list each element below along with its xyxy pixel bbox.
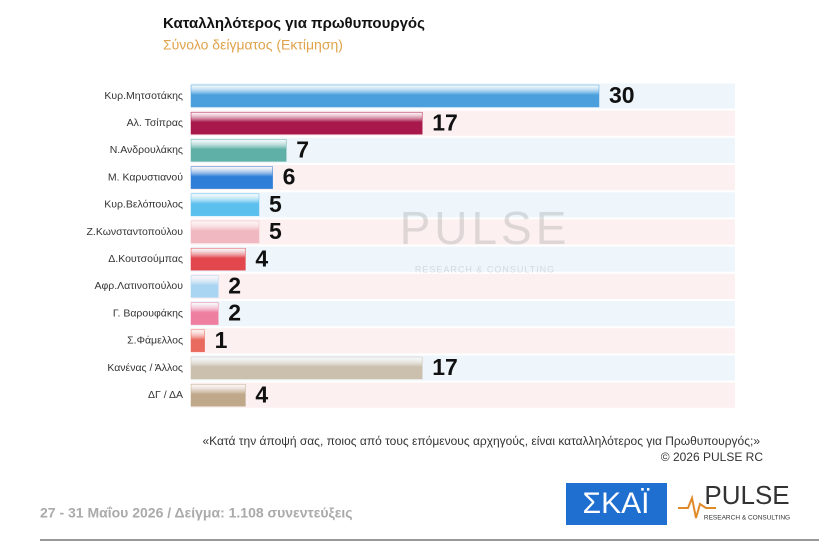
category-label: Μ. Καρυστιανού: [108, 171, 183, 183]
data-label: 5: [269, 191, 282, 217]
row-stripe: [191, 301, 735, 327]
data-label: 1: [215, 327, 228, 353]
bar: [190, 302, 219, 325]
bar: [190, 193, 260, 217]
data-label: 5: [269, 218, 282, 244]
bar: [190, 220, 260, 244]
data-label: 2: [228, 272, 241, 298]
bar: [190, 247, 246, 271]
category-label: Ν.Ανδρουλάκης: [110, 144, 183, 156]
category-label: ΔΓ / ΔΑ: [148, 389, 183, 401]
chart-subtitle: Σύνολο δείγματος (Εκτίμηση): [163, 37, 343, 53]
watermark: PULSE RESEARCH & CONSULTING: [400, 202, 571, 274]
bar: [190, 139, 287, 162]
category-label: Αφρ.Λατινοπούλου: [94, 280, 183, 292]
chart-title: Καταλληλότερος για πρωθυπουργός: [163, 15, 425, 32]
pulse-logo: PULSE: [704, 480, 789, 510]
data-label: 17: [432, 354, 458, 380]
bar: [190, 166, 273, 189]
data-label: 7: [296, 136, 309, 162]
watermark-subtext: RESEARCH & CONSULTING: [415, 264, 555, 274]
row-stripe: [191, 273, 735, 299]
bar: [190, 329, 205, 353]
row-stripe: [191, 219, 735, 245]
bar: [190, 383, 246, 407]
row-stripe: [191, 192, 735, 218]
data-label: 4: [255, 245, 268, 271]
category-label: Κυρ.Βελόπουλος: [104, 199, 183, 211]
category-label: Κανένας / Άλλος: [107, 362, 183, 374]
skai-logo: ΣΚΑΪ: [583, 487, 651, 520]
category-label: Δ.Κουτσούμπας: [108, 253, 183, 265]
watermark-text: PULSE: [400, 202, 571, 254]
copyright: © 2026 PULSE RC: [661, 450, 764, 464]
category-label: Σ.Φάμελλος: [127, 335, 183, 347]
row-stripe: [191, 165, 735, 191]
category-label: Ζ.Κωνσταντοπούλου: [87, 226, 184, 238]
data-label: 17: [432, 109, 458, 135]
row-stripe: [191, 246, 735, 272]
bar: [190, 275, 219, 298]
row-stripe: [191, 382, 735, 408]
data-label: 4: [255, 381, 268, 407]
data-label: 30: [609, 82, 635, 108]
data-label: 2: [228, 300, 241, 326]
pulse-logo-sub: RESEARCH & CONSULTING: [704, 515, 790, 522]
category-label: Αλ. Τσίπρας: [127, 117, 183, 129]
bar: [190, 111, 423, 135]
pulse-logo-wave: [678, 494, 716, 519]
question: «Κατά την άποψή σας, ποιος από τους επόμ…: [203, 434, 761, 448]
bar: [190, 356, 423, 380]
skai-logo-box: [566, 483, 667, 525]
footer: 27 - 31 Μαΐου 2026 / Δείγμα: 1.108 συνεν…: [40, 505, 353, 521]
category-label: Γ. Βαρουφάκης: [113, 307, 183, 319]
category-label: Κυρ.Μητσοτάκης: [104, 90, 183, 102]
data-label: 6: [283, 164, 296, 190]
bar: [190, 84, 600, 108]
row-stripe: [191, 328, 735, 354]
